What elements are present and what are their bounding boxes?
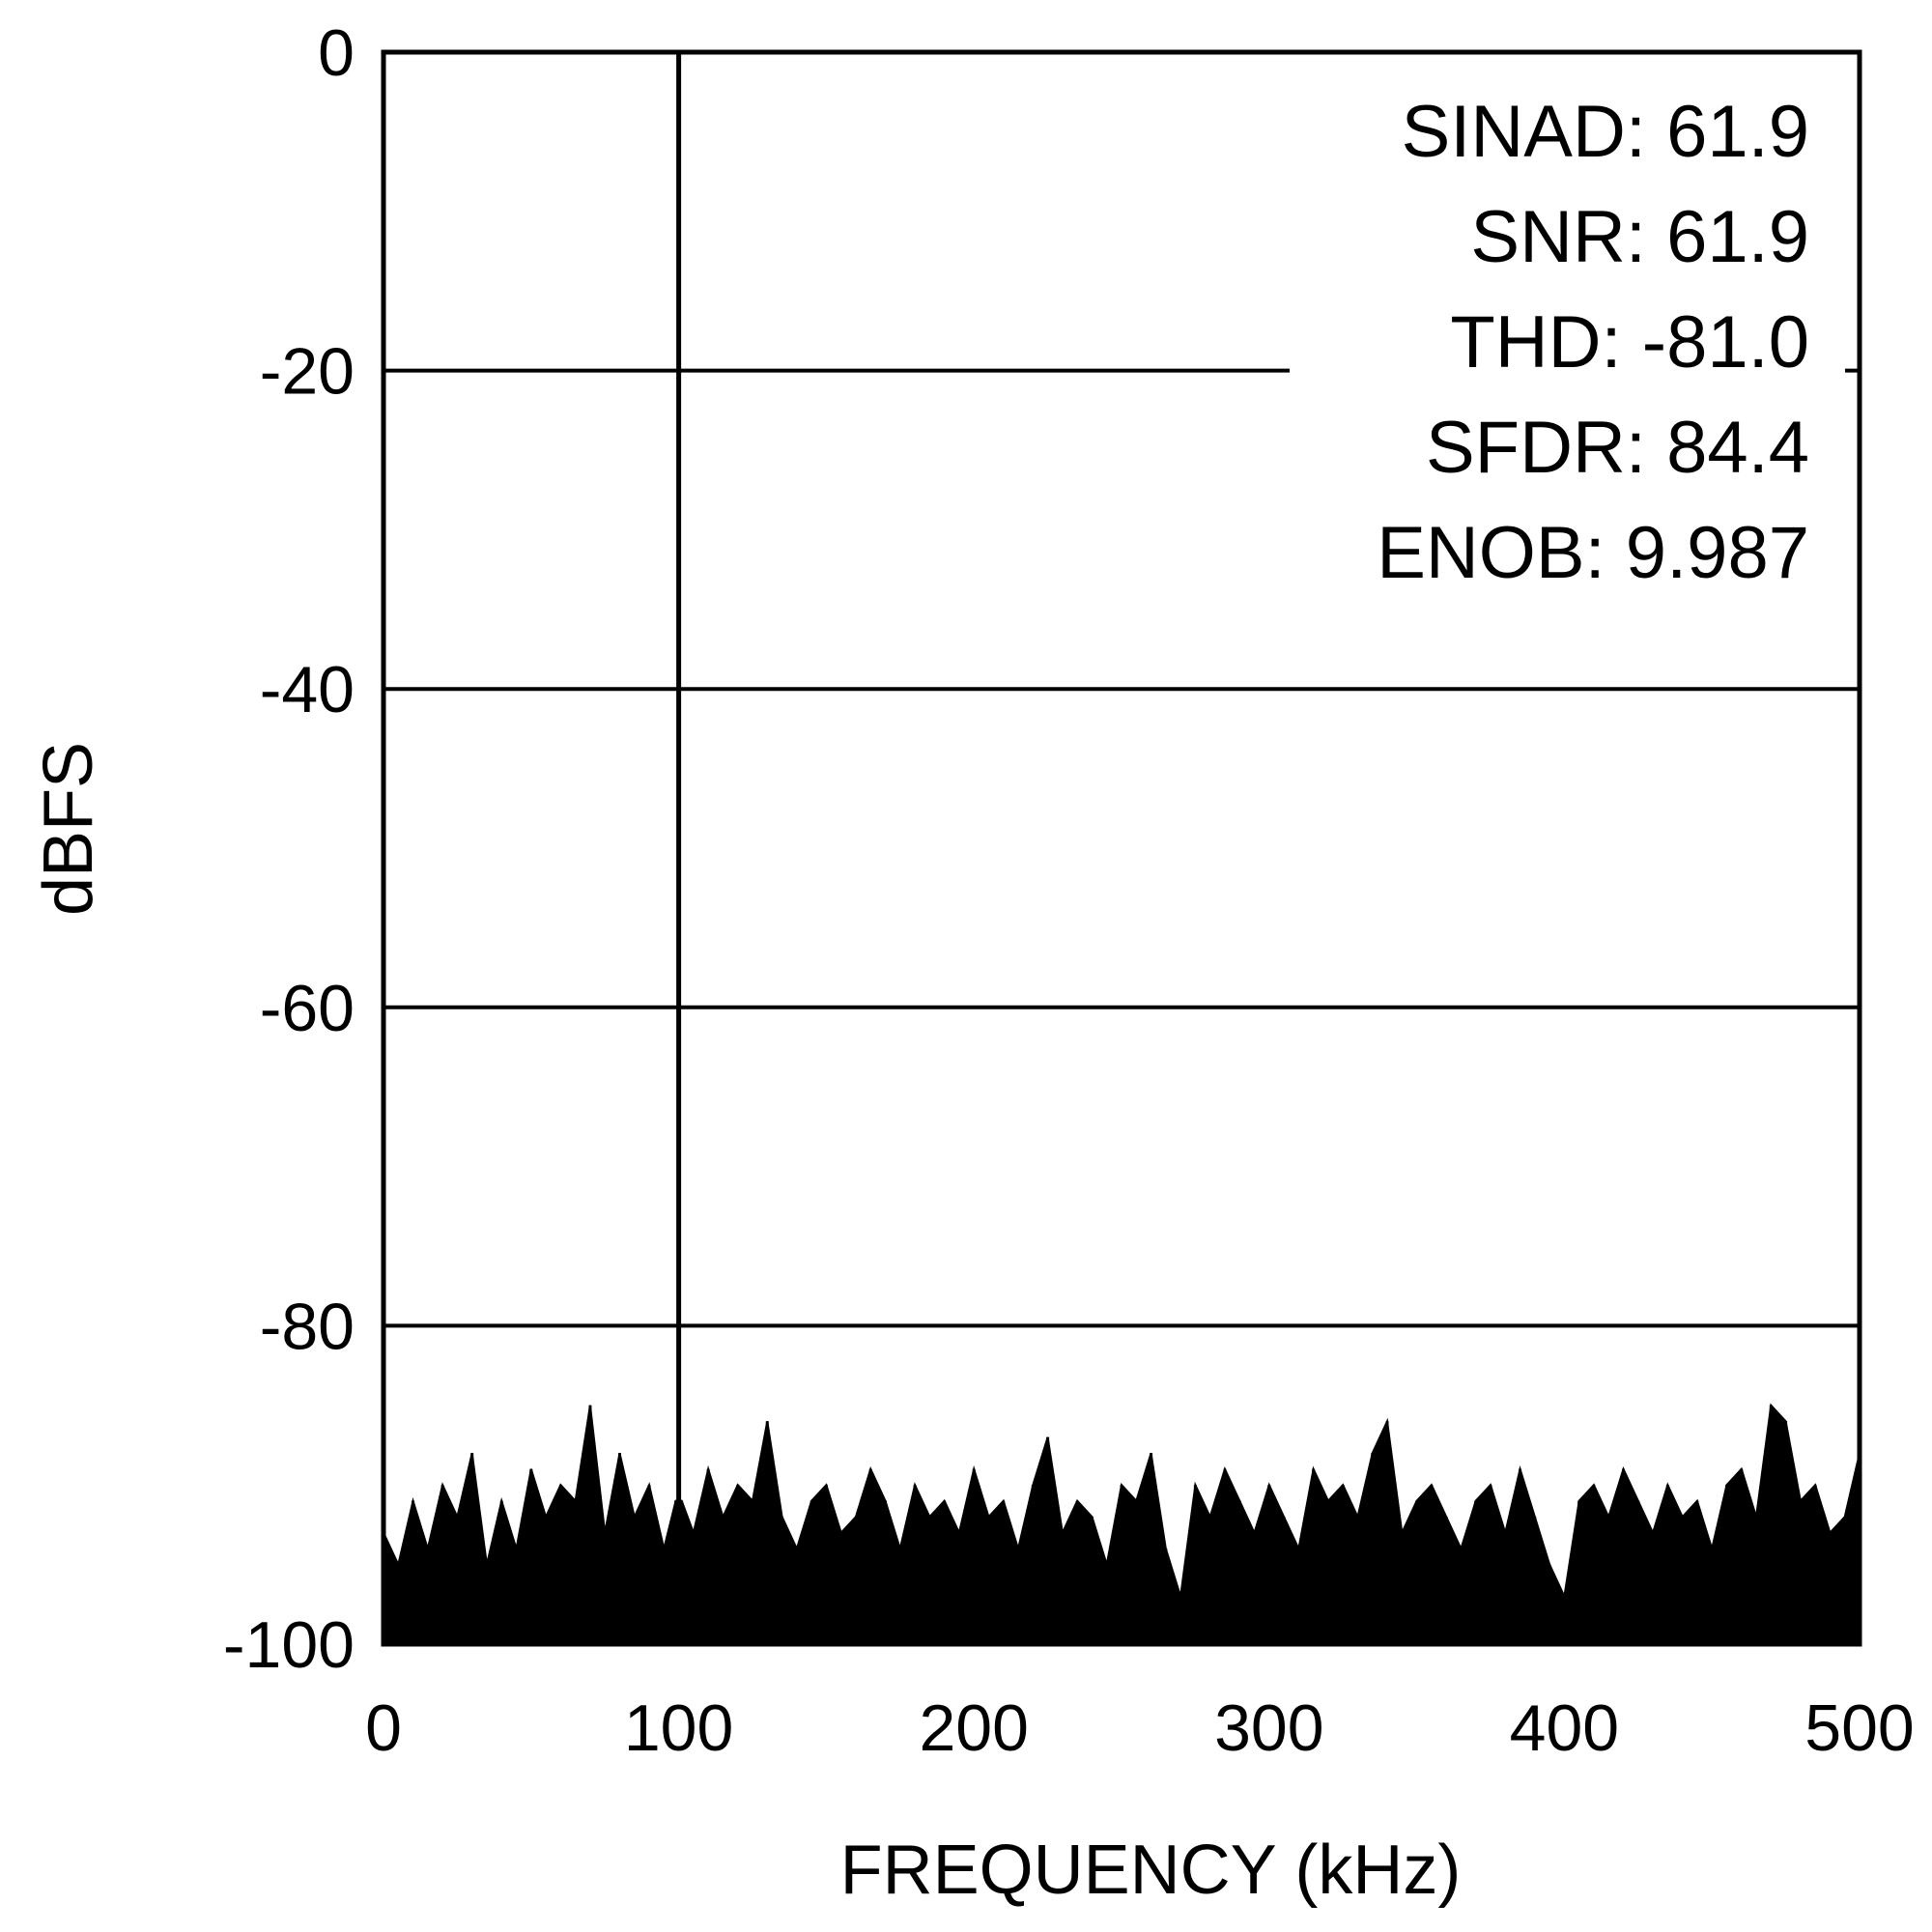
y-tick-label: -20 — [260, 335, 355, 409]
plot-frame — [381, 49, 1862, 1647]
metric-annotation: SINAD: 61.9 — [1402, 91, 1809, 173]
x-tick-label: 400 — [1510, 1691, 1619, 1765]
metrics-annotation: SINAD: 61.9 SNR: 61.9 THD: -81.0 SFDR: 84.4… — [1290, 91, 1845, 609]
x-tick-label: 0 — [365, 1691, 402, 1765]
y-tick-label: 0 — [318, 16, 355, 90]
x-tick-label: 500 — [1804, 1691, 1914, 1765]
x-axis-label: FREQUENCY (kHz) — [840, 1832, 1462, 1909]
y-tick-labels: 0 -20 -40 -60 -80 -100 — [223, 16, 355, 1682]
x-tick-label: 100 — [624, 1691, 733, 1765]
metric-annotation: THD: -81.0 — [1450, 301, 1809, 384]
y-tick-label: -100 — [223, 1608, 355, 1682]
x-tick-label: 200 — [919, 1691, 1028, 1765]
x-tick-labels: 0 100 200 300 400 500 — [365, 1691, 1915, 1765]
y-tick-label: -80 — [260, 1290, 355, 1363]
spectrum-series — [382, 52, 1861, 1645]
y-axis-label: dBFS — [30, 742, 107, 916]
y-tick-label: -40 — [260, 653, 355, 726]
x-tick-label: 300 — [1214, 1691, 1323, 1765]
y-tick-label: -60 — [260, 972, 355, 1045]
metric-annotation: ENOB: 9.987 — [1377, 512, 1809, 594]
annotation-background — [1290, 97, 1845, 609]
metric-annotation: SNR: 61.9 — [1470, 196, 1809, 278]
metric-annotation: SFDR: 84.4 — [1426, 407, 1809, 489]
